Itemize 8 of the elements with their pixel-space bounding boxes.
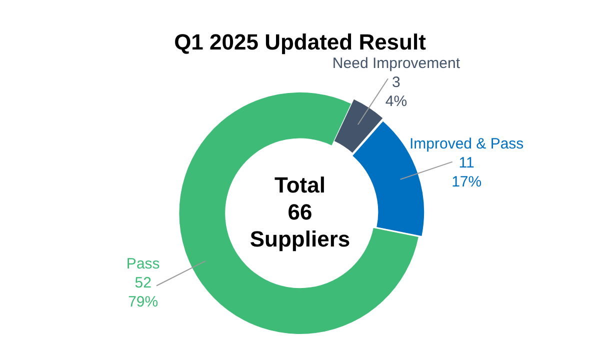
text: Total 66 Suppliers	[250, 172, 350, 252]
slice-label: Improved & Pass	[409, 136, 524, 153]
chart-title: Q1 2025 Updated Result	[174, 29, 427, 54]
data-label: 52 79%	[128, 274, 158, 311]
slice-label: Pass	[126, 256, 160, 273]
data-label: 11 17%	[452, 154, 482, 191]
slice-label: Need Improvement	[332, 54, 461, 72]
data-label: 3 4%	[385, 74, 408, 110]
